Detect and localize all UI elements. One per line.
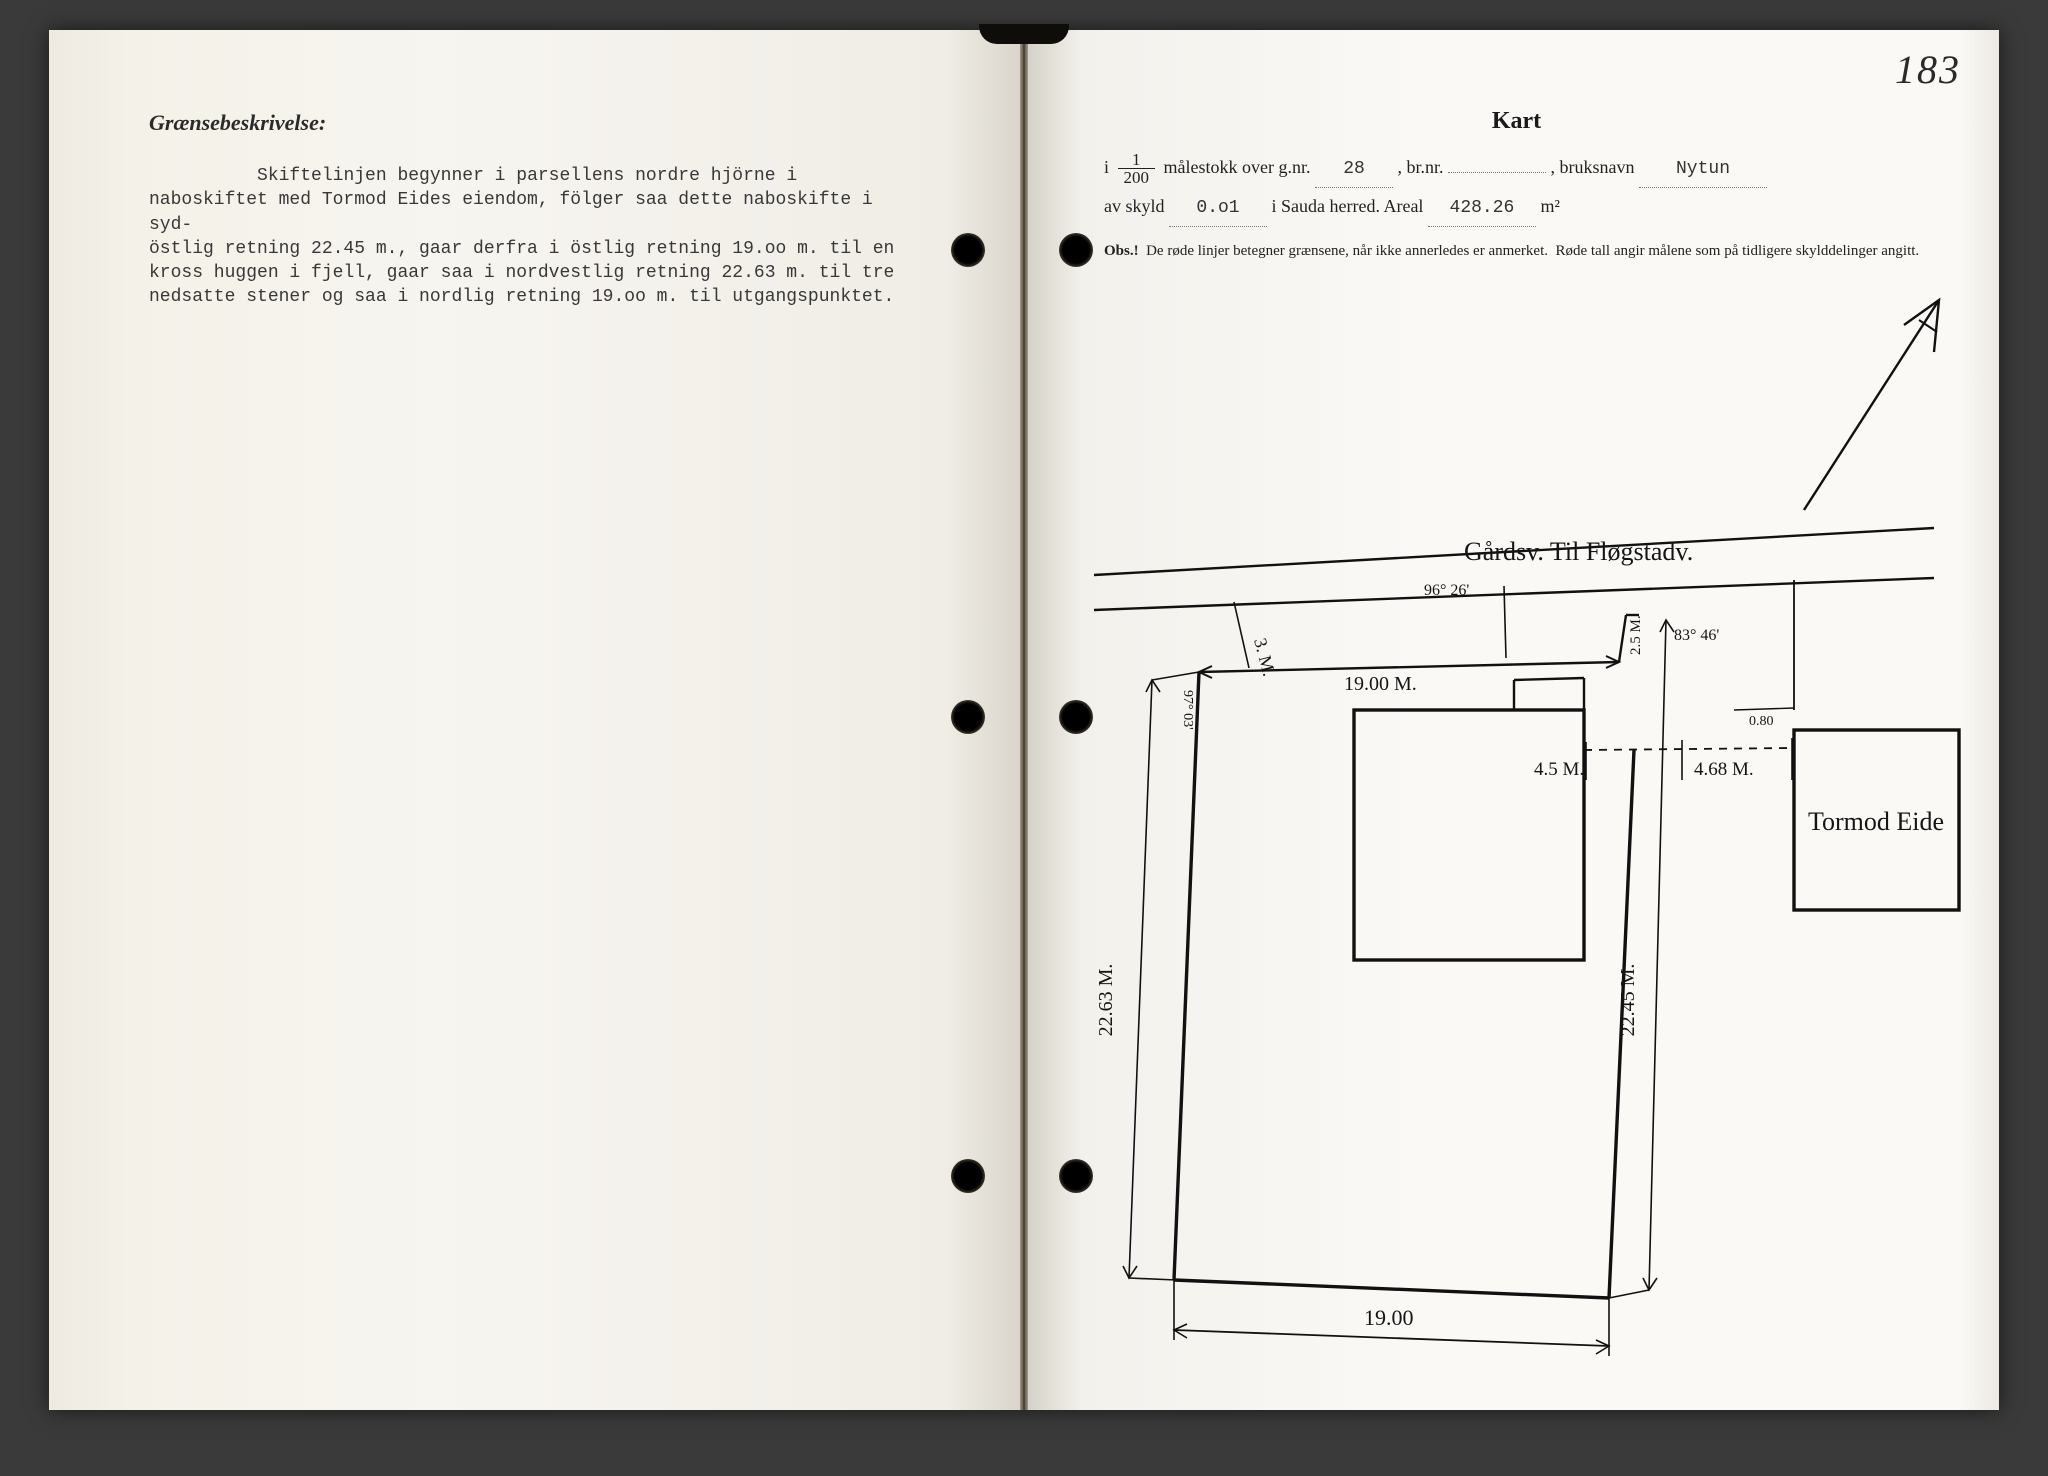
- angle-96: 96° 26': [1424, 582, 1469, 599]
- bottom-dimension: 19.00: [1174, 1280, 1609, 1356]
- book-spread: Grænsebeskrivelse: Skiftelinjen begynner…: [49, 30, 1999, 1410]
- right-dimension: 22.45 M.: [1609, 620, 1674, 1298]
- dashed-extension: [1584, 748, 1794, 750]
- punch-hole: [951, 233, 985, 267]
- value-gnr: 28: [1315, 151, 1393, 188]
- map-header-line-2: av skyld 0.o1 i Sauda herred. Areal 428.…: [1104, 188, 1929, 227]
- value-bruksnavn: Nytun: [1639, 151, 1767, 188]
- label-i: i: [1104, 157, 1109, 177]
- scale-denom: 200: [1118, 169, 1156, 186]
- dim-3m: 3. M.: [1250, 636, 1279, 678]
- connector-line: [1504, 586, 1506, 658]
- boundary-description-title: Grænsebeskrivelse:: [149, 110, 944, 136]
- left-page: Grænsebeskrivelse: Skiftelinjen begynner…: [49, 30, 1024, 1410]
- dim-ticks: [1586, 738, 1792, 780]
- label-m2: m²: [1540, 196, 1559, 216]
- page-number: 183: [1895, 46, 1961, 93]
- dim-right: 22.45 M.: [1617, 964, 1639, 1037]
- obs-note: Obs.! De røde linjer betegner grænsene, …: [1104, 241, 1929, 263]
- building-outline: [1354, 710, 1584, 960]
- angle-97: 97° 03': [1180, 690, 1195, 730]
- dim-080: 0.80: [1749, 714, 1774, 729]
- punch-hole: [951, 700, 985, 734]
- dim-25m: 2.5 M.: [1628, 615, 1644, 655]
- label-malestokk: målestokk over g.nr.: [1164, 157, 1311, 177]
- neighbor-label: Tormod Eide: [1808, 807, 1944, 836]
- right-page: 183 Kart i 1 200 målestokk over g.nr. 28…: [1024, 30, 1999, 1410]
- value-areal: 428.26: [1428, 190, 1536, 227]
- punch-hole: [1059, 1159, 1093, 1193]
- dim-top: 19.00 M.: [1344, 673, 1417, 695]
- label-avskyld: av skyld: [1104, 196, 1165, 216]
- label-brnr: , br.nr.: [1398, 157, 1444, 177]
- connector-line: [1234, 602, 1249, 668]
- binder-clip: [979, 24, 1069, 44]
- punch-hole: [951, 1159, 985, 1193]
- north-arrow-icon: [1804, 300, 1939, 510]
- road-label: Gårdsv. Til Fløgstadv.: [1464, 537, 1693, 566]
- punch-hole: [1059, 233, 1093, 267]
- scale-fraction: 1 200: [1118, 151, 1156, 186]
- parcel-outline: [1174, 615, 1639, 1298]
- value-skyld: 0.o1: [1169, 190, 1267, 227]
- building-notch: [1514, 678, 1584, 680]
- label-bruksnavn: , bruksnavn: [1551, 157, 1635, 177]
- value-brnr: [1448, 172, 1546, 173]
- dim-468m: 4.68 M.: [1694, 759, 1754, 780]
- angle-83: 83° 46': [1674, 627, 1719, 644]
- left-dimension: 22.63 M.: [1095, 672, 1199, 1280]
- dim-bottom: 19.00: [1364, 1305, 1414, 1330]
- map-title: Kart: [1104, 108, 1929, 135]
- tiny-dim-line: [1734, 708, 1794, 710]
- punch-hole: [1059, 700, 1093, 734]
- scale-numer: 1: [1118, 151, 1156, 169]
- map-header-line-1: i 1 200 målestokk over g.nr. 28 , br.nr.…: [1104, 149, 1929, 188]
- boundary-description-body: Skiftelinjen begynner i parsellens nordr…: [149, 164, 909, 310]
- cadastral-map: Gårdsv. Til Fløgstadv. 3. M. 96° 26' 19.…: [1034, 280, 1964, 1360]
- dim-45m: 4.5 M.: [1534, 759, 1584, 780]
- book-spine: [1020, 30, 1028, 1410]
- obs-text: De røde linjer betegner grænsene, når ik…: [1146, 243, 1919, 259]
- dim-left: 22.63 M.: [1095, 964, 1117, 1037]
- label-herred: i Sauda herred. Areal: [1272, 196, 1424, 216]
